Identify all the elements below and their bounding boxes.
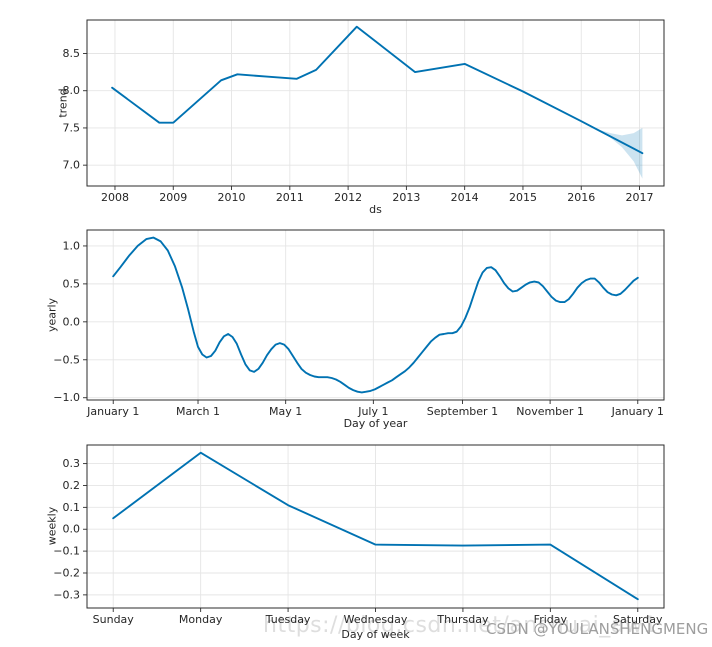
yearly-y-tick-label: −1.0 bbox=[53, 391, 80, 404]
yearly-x-tick-label: March 1 bbox=[176, 405, 220, 418]
weekly-x-tick-label: Thursday bbox=[436, 613, 489, 626]
trend-uncertainty-band bbox=[597, 127, 643, 179]
trend-x-tick-label: 2017 bbox=[626, 191, 654, 204]
trend-yaxis-label: trend bbox=[56, 88, 70, 118]
weekly-y-tick-label: 0.0 bbox=[63, 523, 81, 536]
trend-x-tick-label: 2013 bbox=[392, 191, 420, 204]
trend-axes-frame bbox=[86, 19, 665, 187]
weekly-y-tick-label: −0.2 bbox=[53, 566, 80, 579]
weekly-x-tick-label: Wednesday bbox=[344, 613, 408, 626]
weekly-y-tick-label: −0.3 bbox=[53, 588, 80, 601]
trend-y-tick-label: 7.5 bbox=[63, 121, 81, 134]
trend-x-tick-label: 2016 bbox=[567, 191, 595, 204]
yearly-x-tick-label: January 1 bbox=[611, 405, 664, 418]
yearly-x-tick-label: January 1 bbox=[86, 405, 139, 418]
yearly-axes-frame bbox=[86, 229, 665, 401]
weekly-y-tick-label: 0.3 bbox=[63, 457, 81, 470]
trend-y-tick-label: 8.5 bbox=[63, 47, 81, 60]
weekly-xaxis-label: Day of week bbox=[341, 628, 410, 641]
yearly-x-tick-label: November 1 bbox=[516, 405, 584, 418]
yearly-series-line bbox=[112, 236, 639, 394]
yearly-subplot: January 1 March 1 May 1 July 1 September 1 No… bbox=[53, 229, 665, 418]
weekly-y-tick-label: 0.1 bbox=[63, 501, 81, 514]
weekly-series-line bbox=[112, 451, 639, 601]
yearly-x-tick-label: September 1 bbox=[427, 405, 498, 418]
yearly-y-tick-label: 0.0 bbox=[63, 315, 81, 328]
csdn-credit-watermark: CSDN @YOULANSHENGMENG bbox=[486, 620, 709, 638]
weekly-x-tick-label: Monday bbox=[179, 613, 223, 626]
trend-x-tick-label: 2008 bbox=[101, 191, 129, 204]
weekly-yaxis-label: weekly bbox=[45, 506, 59, 546]
weekly-x-tick-label: Friday bbox=[534, 613, 568, 626]
trend-subplot: 2008 2009 2010 2011 2012 2013 2014 2015 2016 2017… bbox=[63, 19, 665, 204]
trend-x-tick-label: 2011 bbox=[276, 191, 304, 204]
weekly-y-tick-label: −0.1 bbox=[53, 545, 80, 558]
trend-y-tick-label: 7.0 bbox=[63, 159, 81, 172]
trend-x-tick-label: 2014 bbox=[451, 191, 479, 204]
yearly-x-tick-label: May 1 bbox=[269, 405, 302, 418]
yearly-x-tick-label: July 1 bbox=[357, 405, 388, 418]
csdn-url-watermark: https://blog.csdn.net/anshuai_aw1 bbox=[263, 613, 658, 638]
yearly-y-tick-label: 0.5 bbox=[63, 277, 81, 290]
trend-xaxis-label: ds bbox=[369, 203, 382, 216]
trend-x-tick-label: 2012 bbox=[334, 191, 362, 204]
weekly-subplot: Sunday Monday Tuesday Wednesday Thursday Frid… bbox=[53, 444, 665, 626]
trend-y-tick-label: 8.0 bbox=[63, 84, 81, 97]
trend-x-tick-label: 2009 bbox=[159, 191, 187, 204]
weekly-x-tick-label: Tuesday bbox=[265, 613, 311, 626]
trend-series-line bbox=[111, 25, 644, 155]
yearly-yaxis-label: yearly bbox=[45, 297, 59, 333]
yearly-y-tick-label: 1.0 bbox=[63, 239, 81, 252]
yearly-y-tick-label: −0.5 bbox=[53, 353, 80, 366]
weekly-x-tick-label: Saturday bbox=[613, 613, 663, 626]
trend-x-tick-label: 2010 bbox=[218, 191, 246, 204]
weekly-y-tick-label: 0.2 bbox=[63, 479, 81, 492]
yearly-xaxis-label: Day of year bbox=[343, 417, 408, 430]
trend-x-tick-label: 2015 bbox=[509, 191, 537, 204]
weekly-x-tick-label: Sunday bbox=[93, 613, 135, 626]
